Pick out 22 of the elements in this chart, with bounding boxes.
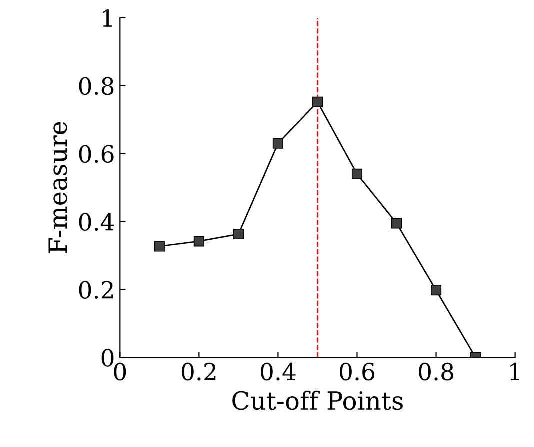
x-tick-label: 0.4: [260, 362, 296, 381]
y-axis-title: F-measure: [48, 122, 68, 254]
y-tick-label: 1: [103, 9, 112, 27]
y-tick-label: 0.2: [79, 281, 113, 299]
y-tick-label: 0.8: [79, 77, 114, 96]
point: [194, 236, 204, 247]
point: [391, 218, 402, 229]
x-tick-label: 0.8: [419, 362, 454, 381]
y-tick-label: 0.4: [79, 213, 114, 232]
point: [272, 138, 284, 149]
point: [154, 241, 165, 252]
x-tick-label: 0: [114, 362, 126, 381]
point: [312, 96, 324, 108]
y-tick-label: 0: [102, 349, 114, 367]
y-tick-label: 0.6: [79, 145, 114, 164]
x-tick-label: 1: [510, 362, 520, 380]
x-tick-label: 0.2: [182, 362, 216, 381]
point: [430, 285, 442, 296]
x-axis-title: Cut-off Points: [232, 390, 403, 410]
point: [352, 168, 363, 180]
point: [233, 229, 244, 240]
x-tick-label: 0.6: [340, 362, 375, 381]
